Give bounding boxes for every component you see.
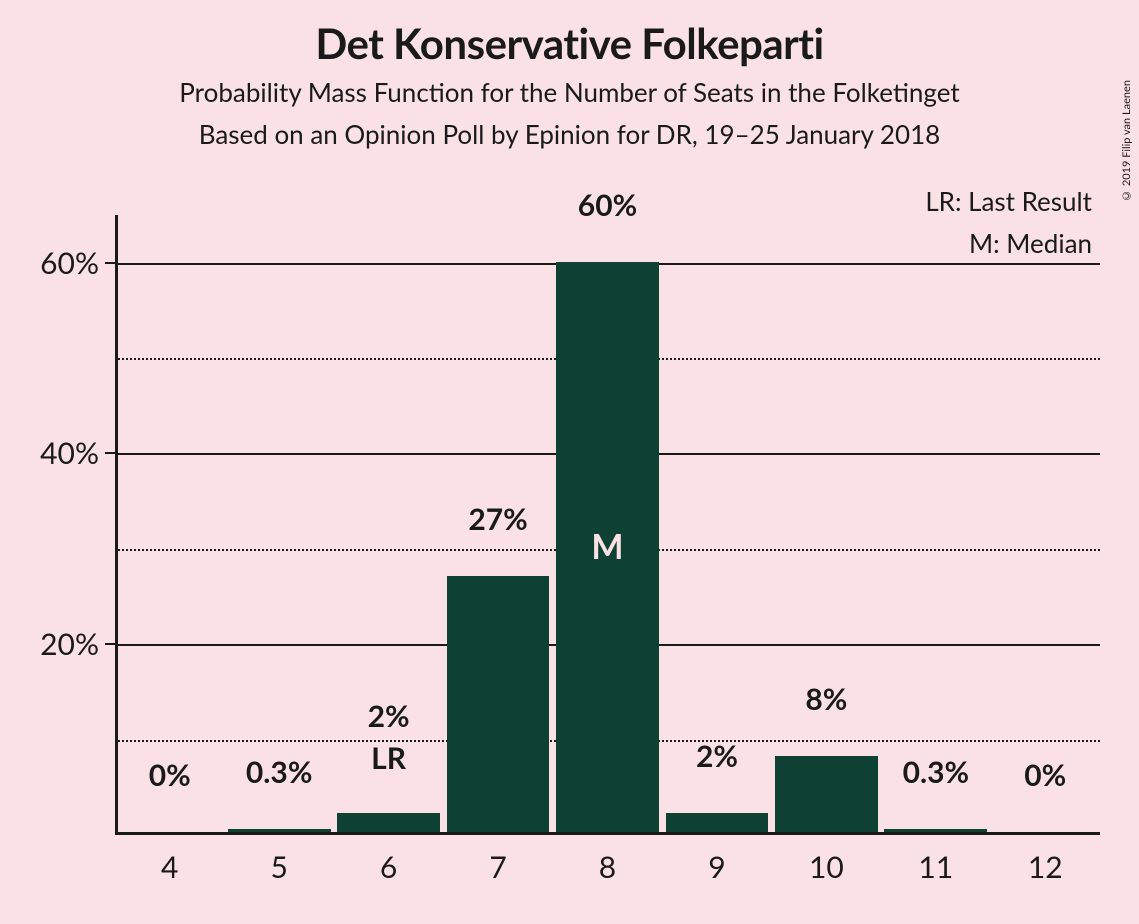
y-axis-line	[115, 215, 118, 835]
y-axis-label: 20%	[40, 626, 99, 662]
bar	[447, 576, 550, 832]
chart-title: Det Konservative Folkeparti	[0, 18, 1139, 68]
copyright-text: © 2019 Filip van Laenen	[1120, 80, 1133, 202]
y-tick-mark	[105, 643, 115, 645]
x-axis-label: 12	[1028, 849, 1063, 885]
x-axis-label: 10	[809, 849, 844, 885]
y-axis-label: 60%	[40, 245, 99, 281]
bar-value-label: 0.3%	[246, 754, 313, 790]
x-axis-label: 7	[489, 849, 506, 885]
x-axis-line	[115, 832, 1100, 835]
y-tick-mark	[105, 452, 115, 454]
x-axis-label: 4	[161, 849, 178, 885]
x-axis-label: 11	[918, 849, 953, 885]
bar	[775, 756, 878, 832]
annotation-median: M	[591, 526, 623, 567]
bar-value-label: 27%	[468, 501, 527, 537]
bar	[228, 829, 331, 832]
bar-value-label: 8%	[805, 681, 847, 717]
bar	[666, 813, 769, 832]
bar-value-label: 2%	[368, 698, 410, 734]
x-axis-label: 8	[599, 849, 616, 885]
legend: LR: Last Result M: Median	[925, 185, 1092, 269]
bar-value-label: 60%	[578, 187, 637, 223]
chart-dateline: Based on an Opinion Poll by Epinion for …	[0, 118, 1139, 150]
bar-value-label: 2%	[696, 738, 738, 774]
y-axis-label: 40%	[40, 435, 99, 471]
y-tick-mark	[105, 262, 115, 264]
x-axis-label: 6	[380, 849, 397, 885]
bar-value-label: 0.3%	[903, 754, 970, 790]
legend-lr: LR: Last Result	[925, 185, 1092, 217]
chart-area: 20%40%60%0%40.3%52%627%760%82%98%100.3%1…	[115, 215, 1100, 835]
bar-value-label: 0%	[149, 757, 191, 793]
chart-subtitle: Probability Mass Function for the Number…	[0, 76, 1139, 108]
bar	[337, 813, 440, 832]
bar	[884, 829, 987, 832]
plot-area: 20%40%60%0%40.3%52%627%760%82%98%100.3%1…	[115, 215, 1100, 835]
annotation-lr: LR	[371, 740, 406, 776]
x-axis-label: 5	[270, 849, 287, 885]
legend-m: M: Median	[925, 227, 1092, 259]
bar-value-label: 0%	[1024, 757, 1066, 793]
title-block: Det Konservative Folkeparti Probability …	[0, 0, 1139, 150]
x-axis-label: 9	[708, 849, 725, 885]
